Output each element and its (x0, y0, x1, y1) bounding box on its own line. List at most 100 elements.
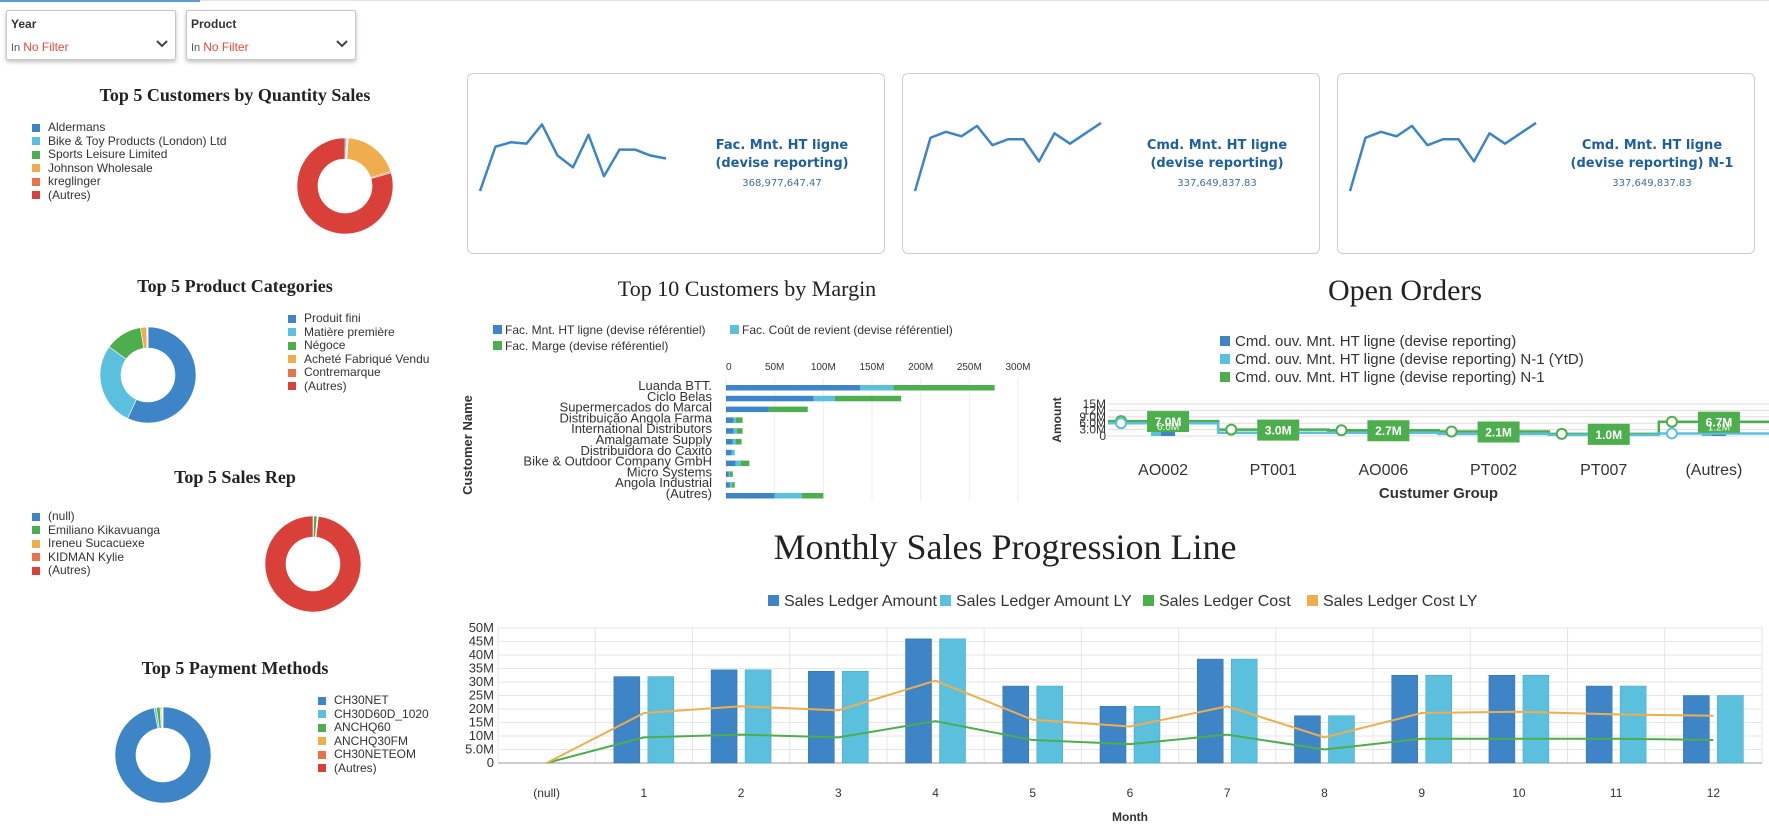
bar-segment (728, 471, 730, 477)
legend-item[interactable]: ANCHQ30FM (318, 733, 429, 749)
legend-item[interactable]: (Autres) (288, 378, 429, 394)
year-filter-value: In No Filter (11, 40, 69, 54)
donut-slice (114, 706, 212, 804)
legend-label: Emiliano Kikavuanga (48, 522, 161, 537)
donut-slice (296, 137, 394, 235)
legend-item[interactable]: CH30D60D_1020 (318, 706, 429, 722)
legend-swatch (1307, 595, 1318, 606)
bar (1328, 715, 1355, 764)
legend-swatch (32, 164, 40, 173)
data-label: 1.0M (1595, 428, 1622, 442)
kpi-card-orders-n1[interactable]: Cmd. Mnt. HT ligne (devise reporting) N-… (1337, 73, 1755, 254)
legend-label: KIDMAN Kylie (48, 549, 125, 564)
tick-label: 3.0M (1079, 423, 1106, 437)
legend-item[interactable]: Sports Leisure Limited (32, 147, 227, 162)
chevron-down-icon[interactable] (335, 39, 349, 49)
bar (1036, 685, 1064, 764)
legend-item[interactable]: Matière première (288, 325, 429, 340)
bar (1488, 675, 1516, 764)
bar (1002, 685, 1030, 764)
category-label: 4 (932, 786, 939, 800)
legend-label: Aldermans (48, 120, 106, 134)
payment-donut (114, 706, 212, 804)
bar-segment (726, 493, 775, 499)
categories-pie-legend: Produit fini Matière première Négoce Acheté… (288, 311, 429, 394)
legend-item[interactable]: CH30NETEOM (318, 747, 429, 762)
legend-item[interactable]: (Autres) (318, 761, 429, 776)
monthly-chart: Sales Ledger Amount Sales Ledger Amount L… (465, 593, 1763, 824)
legend-swatch (288, 341, 296, 350)
legend-item[interactable]: Johnson Wholesale (32, 161, 227, 176)
marker (1555, 427, 1568, 440)
category-label: (Autres) (666, 486, 712, 501)
bar (1133, 706, 1161, 764)
legend-swatch (32, 539, 40, 548)
legend-item[interactable]: (null) (32, 509, 160, 524)
legend-item[interactable]: KIDMAN Kylie (32, 549, 160, 565)
bar (1294, 715, 1321, 764)
salesrep-pie-title: Top 5 Sales Rep (174, 467, 296, 487)
kpi-card-orders[interactable]: Cmd. Mnt. HT ligne (devise reporting) 33… (902, 73, 1320, 254)
tick-label: 6.0M (1079, 416, 1106, 430)
data-label-box (1477, 421, 1520, 443)
legend-label: CH30D60D_1020 (334, 706, 429, 721)
legend-item[interactable]: ANCHQ60 (318, 720, 429, 735)
bar-segment (726, 406, 769, 413)
tick-label: 50M (765, 362, 784, 373)
bar-segment (726, 482, 730, 488)
kpi-card-invoiced[interactable]: Fac. Mnt. HT ligne (devise reporting) 36… (467, 73, 885, 254)
category-label: 5 (1029, 786, 1036, 800)
sparkline-path (913, 121, 1102, 192)
legend-label: ANCHQ30FM (334, 733, 409, 748)
category-label: Angola Industrial (615, 475, 712, 490)
legend-swatch (1143, 595, 1154, 606)
bar (1425, 675, 1452, 764)
legend-item[interactable]: (Autres) (32, 563, 160, 578)
legend-swatch (493, 325, 502, 334)
legend-item[interactable]: Emiliano Kikavuanga (32, 522, 161, 538)
legend-item[interactable]: Contremarque (288, 365, 429, 380)
legend-swatch (940, 595, 951, 606)
marker (1445, 425, 1458, 438)
bar (710, 669, 738, 764)
tick-label: 150M (859, 362, 884, 373)
customers-pie-title: Top 5 Customers by Quantity Sales (99, 85, 371, 105)
legend-item[interactable]: Négoce (288, 338, 429, 353)
legend-swatch (768, 595, 779, 606)
category-label: 6 (1127, 786, 1134, 800)
legend-label: (Autres) (304, 378, 347, 393)
legend-item[interactable]: (Autres) (32, 188, 227, 203)
legend-swatch (32, 137, 40, 146)
margin-chart-title: Top 10 Customers by Margin (617, 276, 877, 301)
axis-title: Custumer Group (1379, 485, 1498, 502)
product-filter[interactable]: Product In No Filter (186, 10, 356, 60)
marker (1665, 427, 1678, 440)
legend-item[interactable]: Ireneu Sucacuexe (32, 536, 160, 551)
bar-segment (801, 493, 824, 499)
bar-segment (726, 395, 814, 402)
legend-item[interactable]: Produit fini (288, 311, 429, 326)
legend-item[interactable]: kreglinger (32, 174, 227, 189)
category-label: Amalgamate Supply (596, 432, 713, 447)
legend-label: CH30NETEOM (334, 747, 417, 761)
legend-swatch (32, 123, 40, 132)
legend-swatch (288, 355, 296, 364)
donut-slice (264, 515, 362, 613)
legend-item[interactable]: Acheté Fabriqué Vendu (288, 352, 429, 367)
series-line (546, 679, 1714, 764)
marker (1115, 417, 1128, 430)
chevron-down-icon[interactable] (155, 39, 169, 49)
year-filter[interactable]: Year In No Filter (6, 10, 176, 60)
legend-swatch (32, 553, 40, 562)
data-label: 7.0M (1155, 415, 1182, 429)
legend-item[interactable]: Aldermans (32, 120, 227, 135)
tick-label: 40M (469, 647, 494, 662)
legend-label: Cmd. ouv. Mnt. HT ligne (devise reportin… (1235, 369, 1545, 386)
category-label: 10 (1512, 786, 1526, 800)
legend-swatch (318, 737, 326, 746)
bar (1619, 685, 1647, 764)
legend-item[interactable]: Bike & Toy Products (London) Ltd (32, 134, 227, 149)
kpi-title: Fac. Mnt. HT ligne (devise reporting) (715, 138, 849, 171)
legend-item[interactable]: CH30NET (318, 693, 429, 708)
legend-swatch (1220, 372, 1230, 382)
